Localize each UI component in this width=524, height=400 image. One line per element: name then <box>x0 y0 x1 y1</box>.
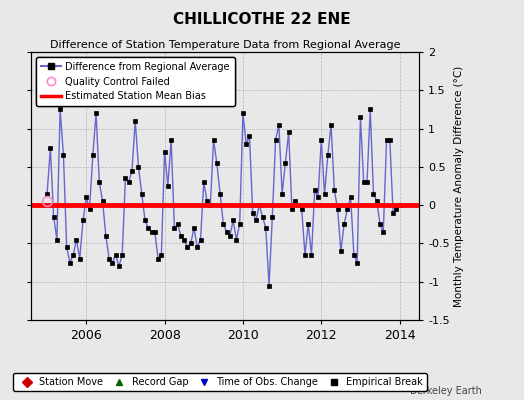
Legend: Difference from Regional Average, Quality Control Failed, Estimated Station Mean: Difference from Regional Average, Qualit… <box>36 57 235 106</box>
Text: CHILLICOTHE 22 ENE: CHILLICOTHE 22 ENE <box>173 12 351 27</box>
Text: Berkeley Earth: Berkeley Earth <box>410 386 482 396</box>
Legend: Station Move, Record Gap, Time of Obs. Change, Empirical Break: Station Move, Record Gap, Time of Obs. C… <box>13 373 427 391</box>
Y-axis label: Monthly Temperature Anomaly Difference (°C): Monthly Temperature Anomaly Difference (… <box>454 65 464 307</box>
Title: Difference of Station Temperature Data from Regional Average: Difference of Station Temperature Data f… <box>50 40 400 50</box>
